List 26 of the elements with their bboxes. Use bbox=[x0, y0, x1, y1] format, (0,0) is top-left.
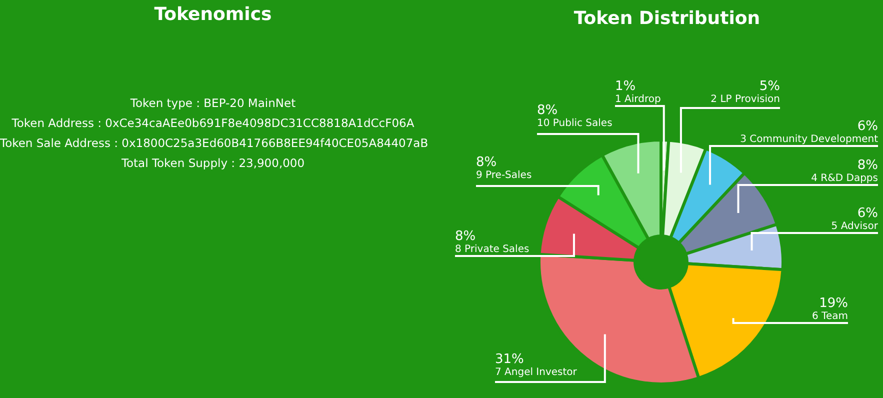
slice-label: 9 Pre-Sales bbox=[476, 170, 532, 181]
data-label: 31% bbox=[495, 352, 524, 367]
slice-label: 7 Angel Investor bbox=[495, 367, 578, 378]
data-label: 6% bbox=[857, 206, 878, 221]
slice-label: 3 Community Development bbox=[740, 134, 878, 145]
text: Token type : BEP-20 MainNet bbox=[129, 95, 297, 112]
slice-label: 10 Public Sales bbox=[537, 118, 612, 129]
data-label: 5% bbox=[759, 79, 780, 94]
text: Token Address : 0xCe34caAEe0b691F8e4098DC31CC8818A1dCcF06A bbox=[10, 115, 416, 132]
data-label: 19% bbox=[819, 296, 848, 311]
slice-label: 1 Airdrop bbox=[615, 94, 661, 105]
chart-title: Token Distribution bbox=[574, 8, 760, 29]
data-label: 8% bbox=[455, 229, 476, 244]
data-label: 6% bbox=[857, 119, 878, 134]
text: Token Sale Address : 0x1800C25a3Ed60B41766B8EE94f40CE05A84407aB bbox=[0, 135, 428, 152]
data-label: 8% bbox=[476, 155, 497, 170]
slice-label: 2 LP Provision bbox=[710, 94, 780, 105]
text: Total Token Supply : 23,900,000 bbox=[120, 155, 306, 172]
data-label: 8% bbox=[537, 103, 558, 118]
slice-label: 8 Private Sales bbox=[455, 244, 530, 255]
slice-label: 4 R&D Dapps bbox=[811, 173, 878, 184]
text: Tokenomics bbox=[153, 4, 273, 25]
slice-label: 5 Advisor bbox=[831, 221, 879, 232]
data-label: 1% bbox=[615, 79, 636, 94]
data-label: 8% bbox=[857, 158, 878, 173]
slice-label: 6 Team bbox=[812, 311, 848, 322]
